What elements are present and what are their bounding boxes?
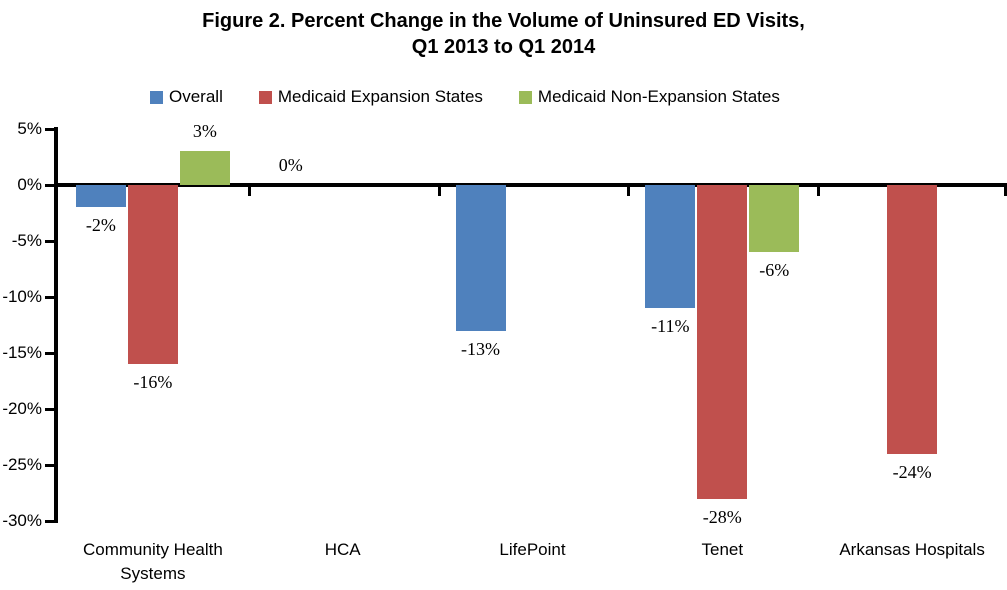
category-label: LifePoint — [499, 540, 566, 559]
y-axis-tick-label: 5% — [17, 119, 42, 138]
y-axis-tick-label: -15% — [2, 343, 42, 362]
bar — [749, 185, 800, 253]
y-axis-tick — [45, 295, 55, 299]
category-label: Arkansas Hospitals — [839, 540, 985, 559]
bar — [179, 151, 230, 185]
legend-item-non-expansion: Medicaid Non-Expansion States — [518, 87, 780, 107]
category-label: HCA — [324, 540, 361, 559]
data-label: -13% — [461, 338, 500, 359]
chart-title-line1: Figure 2. Percent Change in the Volume o… — [202, 10, 805, 32]
legend-label-expansion: Medicaid Expansion States — [277, 87, 483, 106]
y-axis-tick-label: -25% — [2, 455, 42, 474]
x-axis-tick — [627, 187, 631, 196]
data-label: -16% — [133, 372, 173, 393]
legend-label-non-expansion: Medicaid Non-Expansion States — [537, 87, 780, 106]
y-axis-line — [54, 127, 58, 523]
y-axis-tick — [45, 239, 55, 243]
data-label: -6% — [759, 260, 790, 281]
x-axis-line — [54, 183, 1007, 187]
x-axis-tick — [1004, 187, 1007, 196]
y-axis-tick — [45, 351, 55, 355]
y-axis-tick-label: 0% — [17, 175, 42, 194]
x-axis-tick — [817, 187, 821, 196]
data-label: 0% — [278, 155, 303, 175]
legend-swatch-expansion-icon — [258, 90, 272, 104]
bar — [697, 185, 748, 499]
y-axis-tick — [45, 407, 55, 411]
category-label: Community Health Systems — [82, 540, 223, 583]
y-axis-tick-label: -5% — [11, 231, 42, 250]
data-label: 3% — [192, 121, 217, 142]
x-axis-tick — [437, 187, 441, 196]
y-axis-tick-label: -30% — [2, 511, 42, 530]
bar — [887, 185, 938, 454]
data-label: -28% — [702, 506, 742, 527]
data-label: -2% — [85, 215, 116, 236]
chart-legend: Overall Medicaid Expansion States Medica… — [150, 87, 780, 107]
bar — [645, 185, 696, 309]
legend-swatch-non-expansion-icon — [518, 90, 532, 104]
legend-item-overall: Overall — [150, 87, 223, 107]
y-axis-tick — [45, 463, 55, 467]
bar — [127, 185, 178, 365]
legend-swatch-overall-icon — [150, 90, 163, 104]
y-axis-tick — [45, 519, 55, 523]
legend-label-overall: Overall — [169, 87, 223, 106]
x-axis-tick — [247, 187, 251, 196]
y-axis-tick — [45, 183, 55, 187]
data-label: -24% — [892, 461, 932, 482]
category-label: Tenet — [701, 540, 744, 559]
data-label: -11% — [651, 316, 690, 337]
y-axis-tick-label: -10% — [2, 287, 42, 306]
legend-item-expansion: Medicaid Expansion States — [258, 87, 483, 107]
chart-title-line2: Q1 2013 to Q1 2014 — [411, 36, 596, 58]
y-axis-tick — [45, 127, 55, 131]
bar — [455, 185, 506, 331]
chart-title: Figure 2. Percent Change in the Volume o… — [0, 8, 1007, 60]
y-axis-tick-label: -20% — [2, 399, 42, 418]
bar — [75, 185, 126, 208]
